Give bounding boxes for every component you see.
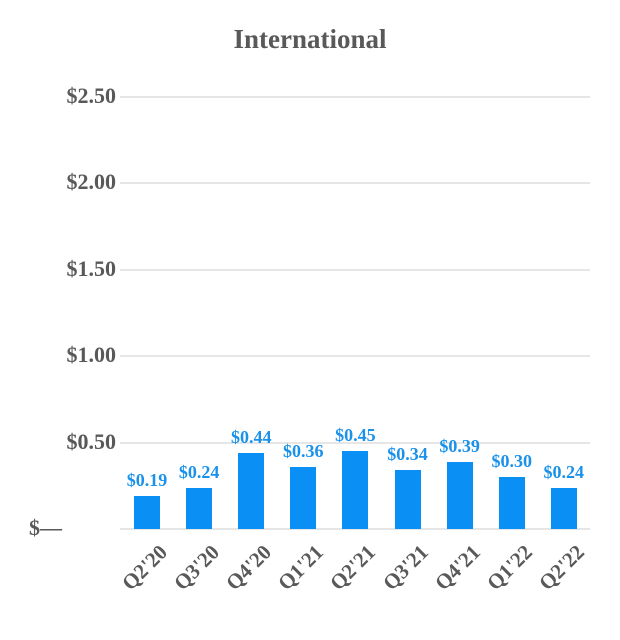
data-label: $0.30 [491, 451, 532, 472]
bar [446, 461, 473, 529]
bar [186, 487, 213, 529]
chart-title: International [233, 24, 387, 54]
gridline [120, 268, 590, 271]
bar [498, 477, 525, 529]
bar [290, 466, 317, 529]
bar [134, 496, 160, 529]
bar [394, 470, 421, 529]
y-tick-label: $0.50 [66, 428, 117, 454]
gridline [120, 355, 590, 358]
data-label: $0.24 [178, 461, 220, 482]
data-label: $0.39 [439, 435, 480, 456]
gridline [120, 96, 590, 98]
gridline [120, 182, 590, 185]
y-tick-label: $— [29, 515, 62, 540]
y-tick-label: $2.00 [66, 169, 117, 195]
data-label: $0.19 [126, 470, 168, 491]
y-tick-label: $2.50 [66, 83, 117, 108]
y-tick-label: $1.00 [66, 342, 117, 368]
bar [550, 487, 577, 529]
gridline [120, 528, 590, 530]
data-label: $0.34 [387, 444, 428, 465]
data-label: $0.44 [230, 426, 272, 447]
bar [342, 451, 369, 529]
data-label: $0.45 [335, 425, 376, 446]
data-label: $0.36 [283, 440, 324, 461]
data-label: $0.24 [543, 461, 585, 482]
y-tick-label: $1.50 [66, 255, 117, 281]
bar [238, 452, 265, 529]
gridline [120, 441, 590, 444]
